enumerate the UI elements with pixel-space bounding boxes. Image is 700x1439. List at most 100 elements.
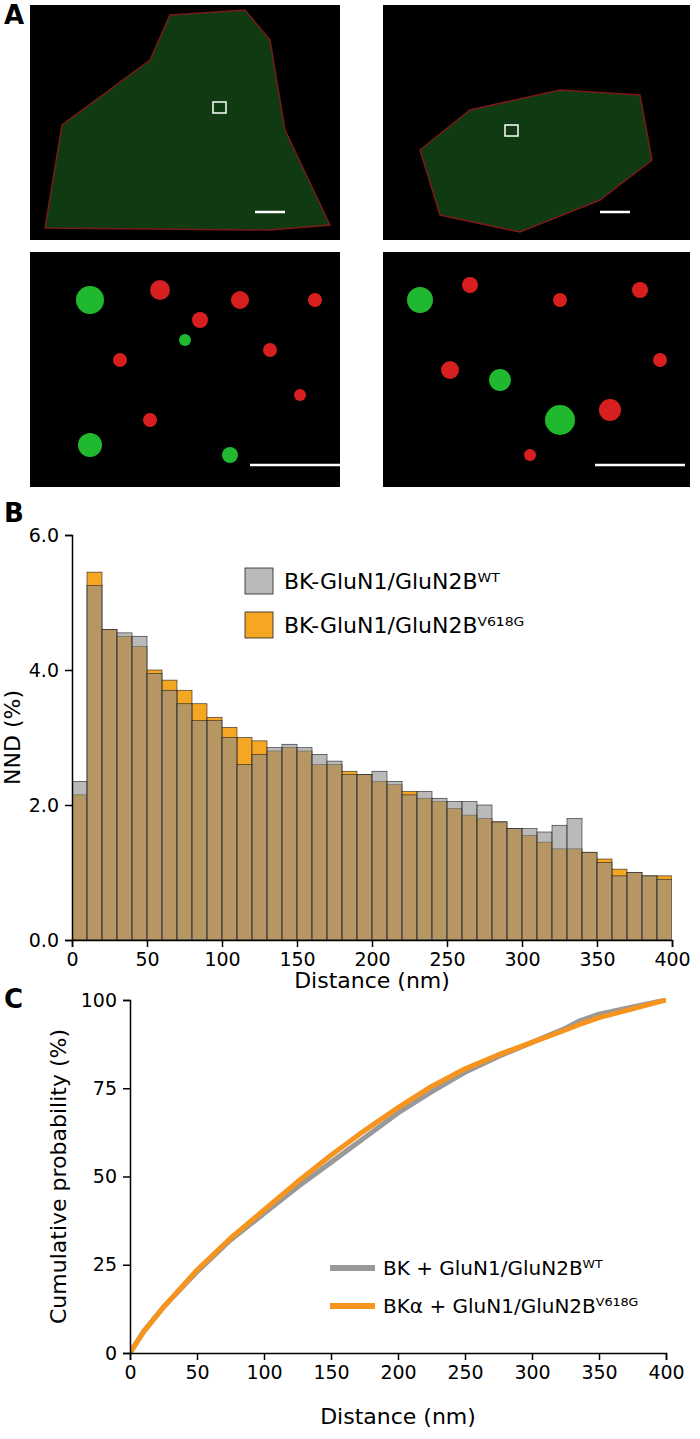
tick: 100	[246, 1353, 282, 1383]
tick: 25	[93, 1253, 130, 1275]
tick-mark	[65, 670, 72, 672]
bar	[627, 873, 642, 941]
cell-outline	[45, 10, 330, 230]
bar	[582, 852, 597, 940]
tick-mark	[465, 1353, 467, 1360]
tick: 0.0	[29, 929, 72, 951]
tick-label: 100	[81, 989, 117, 1011]
tick-label: 50	[93, 1165, 117, 1187]
fluorescence-spot	[179, 334, 191, 346]
tick-mark	[264, 1353, 266, 1360]
tick: 50	[135, 940, 159, 970]
tick-mark	[597, 940, 599, 947]
bar	[417, 792, 432, 941]
tick-label: 2.0	[29, 794, 59, 816]
bar	[507, 829, 522, 940]
bar	[162, 680, 177, 940]
tick-mark	[532, 1353, 534, 1360]
fluorescence-spot	[653, 353, 667, 367]
bars	[72, 572, 672, 940]
bar	[642, 876, 657, 940]
tick-label: 50	[135, 948, 159, 970]
tick: 350	[579, 940, 615, 970]
bar	[132, 636, 147, 940]
inset-box	[213, 102, 226, 113]
fluorescence-spot	[524, 449, 536, 461]
bar	[282, 744, 297, 940]
bar	[267, 748, 282, 940]
tick-mark	[197, 1353, 199, 1360]
bar	[192, 704, 207, 940]
fluorescence-spot	[308, 293, 322, 307]
tick-mark	[147, 940, 149, 947]
tick-mark	[123, 1176, 130, 1178]
fluorescence-spot	[545, 405, 575, 435]
inset-box	[505, 125, 518, 136]
tick-label: 50	[185, 1361, 209, 1383]
tick-mark	[65, 535, 72, 537]
fluorescence-spot	[222, 447, 238, 463]
bar	[162, 690, 177, 940]
tick-label: 100	[246, 1361, 282, 1383]
tick: 0	[124, 1353, 136, 1383]
tick: 250	[447, 1353, 483, 1383]
tick-label: 0.0	[29, 929, 59, 951]
micrograph	[383, 252, 690, 487]
tick-label: 0	[105, 1342, 117, 1364]
tick: 300	[514, 1353, 550, 1383]
x-axis-title: Distance (nm)	[294, 968, 450, 993]
tick-mark	[297, 940, 299, 947]
bar	[582, 852, 597, 940]
tick: 50	[185, 1353, 209, 1383]
bar	[402, 795, 417, 940]
tick-label: 250	[447, 1361, 483, 1383]
y-axis-title: Cumulative probability (%)	[46, 1029, 71, 1324]
bar	[477, 805, 492, 940]
bar	[402, 792, 417, 941]
tick-label: 400	[654, 948, 690, 970]
legend-swatch	[245, 612, 273, 638]
legend-label: BK-GluN1/GluN2Bᵂᵀ	[284, 569, 500, 594]
bar	[192, 721, 207, 940]
legend-swatch	[245, 568, 273, 594]
tick-label: 4.0	[29, 659, 59, 681]
tick-mark	[522, 940, 524, 947]
tick-label: 400	[648, 1361, 684, 1383]
x-axis: 050100150200250300350400	[66, 940, 690, 970]
panel-letter: B	[4, 498, 24, 528]
legend-swatch	[330, 1303, 375, 1309]
bar-series	[72, 572, 672, 940]
micrograph	[30, 5, 340, 240]
tick-mark	[372, 940, 374, 947]
fluorescence-spot	[441, 361, 459, 379]
fluorescence-spot	[113, 353, 127, 367]
tick-mark	[123, 1353, 130, 1355]
bar	[357, 775, 372, 940]
scale-bar	[255, 211, 285, 214]
bar	[522, 829, 537, 940]
tick: 6.0	[29, 524, 72, 546]
bar	[627, 873, 642, 941]
tick-mark	[447, 940, 449, 947]
fluorescence-spot	[150, 280, 170, 300]
tick-label: 350	[581, 1361, 617, 1383]
x-axis: 050100150200250300350400	[124, 1353, 684, 1383]
tick-label: 6.0	[29, 524, 59, 546]
bar	[462, 802, 477, 940]
bar	[252, 741, 267, 940]
tick: 0	[66, 940, 78, 970]
scale-bar	[600, 211, 630, 214]
legend-label: BK-GluN1/GluN2Bⱽ⁶¹⁸ᴳ	[284, 613, 524, 638]
line	[130, 1000, 666, 1353]
bar	[657, 879, 672, 940]
bar	[297, 748, 312, 940]
bar	[177, 704, 192, 940]
panel-letter: A	[4, 0, 24, 30]
tick: 300	[504, 940, 540, 970]
fluorescence-spot	[632, 282, 648, 298]
tick-label: 25	[93, 1253, 117, 1275]
bar	[612, 869, 627, 940]
legend-background-swatch	[245, 612, 273, 638]
fluorescence-spot	[553, 293, 567, 307]
bar	[222, 738, 237, 941]
